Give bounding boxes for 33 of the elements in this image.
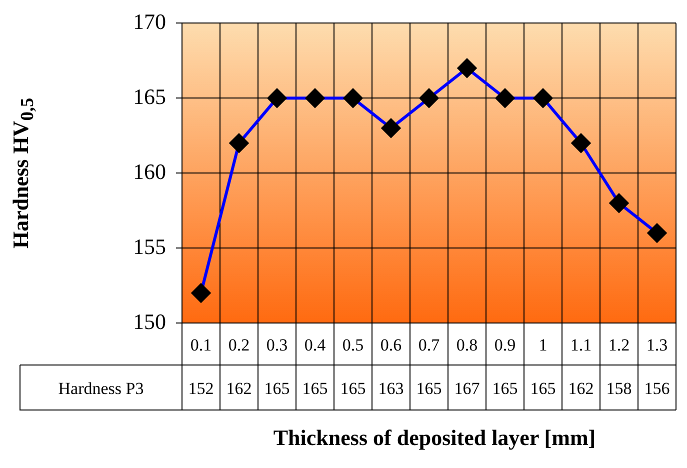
data-label: 162 xyxy=(568,378,594,398)
x-tick-label: 0.3 xyxy=(266,335,288,354)
data-label: 156 xyxy=(644,378,670,398)
x-tick-label: 0.5 xyxy=(342,335,364,354)
x-tick-label: 0.6 xyxy=(380,335,402,354)
y-tick-label: 150 xyxy=(133,308,166,334)
x-tick-label: 0.8 xyxy=(456,335,478,354)
y-tick-label: 155 xyxy=(133,234,166,259)
x-tick-label: 1.2 xyxy=(608,335,630,354)
x-tick-label: 0.7 xyxy=(418,335,440,354)
text: Hardness P3 xyxy=(58,378,144,398)
data-label: 165 xyxy=(492,378,518,398)
x-tick-label: 0.9 xyxy=(494,335,516,354)
x-axis-title: Thickness of deposited layer [mm] xyxy=(272,425,597,451)
data-label: 165 xyxy=(340,378,366,398)
y-tick-label: 165 xyxy=(133,84,166,109)
data-label: 158 xyxy=(606,378,632,398)
x-tick-label: 1.1 xyxy=(570,335,592,354)
x-tick-label: 0.2 xyxy=(228,335,250,354)
y-tick-label: 170 xyxy=(133,8,166,34)
data-label: 165 xyxy=(416,378,442,398)
y-tick-label: 160 xyxy=(133,158,166,184)
data-label: 162 xyxy=(226,378,252,398)
data-label: 165 xyxy=(302,378,328,398)
x-tick-label: 1.3 xyxy=(646,335,668,354)
data-label: 152 xyxy=(188,378,214,398)
data-label: 165 xyxy=(264,378,290,398)
data-label: 165 xyxy=(530,378,556,398)
x-tick-label: 0.1 xyxy=(190,335,212,354)
x-tick-label: 0.4 xyxy=(304,335,326,354)
data-label: 167 xyxy=(454,378,480,398)
data-label: 163 xyxy=(378,378,404,398)
x-tick-label: 1 xyxy=(538,335,548,354)
